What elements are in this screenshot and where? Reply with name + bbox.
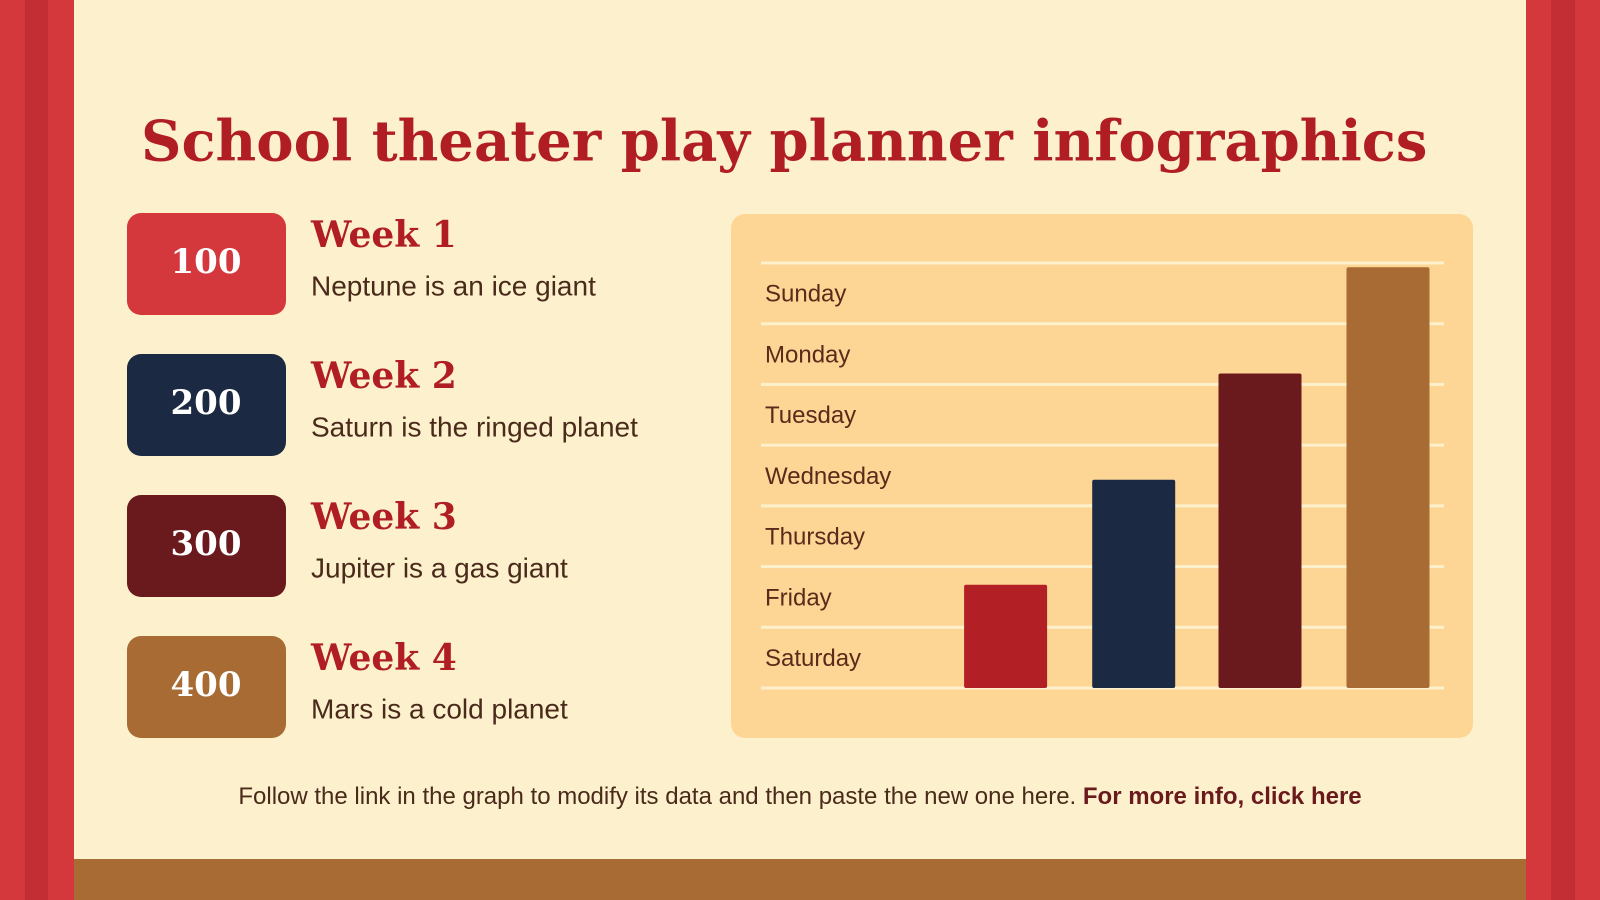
card-badge <box>127 213 286 315</box>
card-text: Jupiter is a gas giant <box>311 552 568 583</box>
y-category-label: Friday <box>765 584 832 611</box>
card-badge <box>127 636 286 738</box>
bar <box>1218 373 1302 688</box>
card-heading: Week 3 <box>310 496 457 538</box>
card-text: Saturn is the ringed planet <box>311 411 638 442</box>
y-category-label: Thursday <box>765 524 865 551</box>
curtain-left-fold <box>25 0 48 900</box>
card-heading: Week 4 <box>310 637 457 679</box>
bar <box>964 584 1048 688</box>
card-number: 100 <box>171 242 242 282</box>
card-number: 200 <box>171 383 242 423</box>
card-text: Neptune is an ice giant <box>311 270 596 301</box>
card-badge <box>127 354 286 456</box>
footer-text: Follow the link in the graph to modify i… <box>238 783 1076 810</box>
y-category-label: Wednesday <box>765 463 891 490</box>
card-text: Mars is a cold planet <box>311 693 568 724</box>
card-badge <box>127 495 286 597</box>
y-category-label: Tuesday <box>765 402 856 429</box>
y-category-label: Sunday <box>765 281 846 308</box>
title: School theater play planner infographics <box>141 109 1427 175</box>
card-heading: Week 1 <box>310 214 457 256</box>
y-category-label: Saturday <box>765 645 861 672</box>
footer: Follow the link in the graph to modify i… <box>238 783 1361 810</box>
card-number: 400 <box>171 665 242 705</box>
card-number: 300 <box>171 524 242 564</box>
stage-floor <box>74 859 1526 900</box>
y-category-label: Monday <box>765 341 850 368</box>
footer-link[interactable]: For more info, click here <box>1083 783 1362 810</box>
bar <box>1346 267 1430 688</box>
bar <box>1092 479 1176 688</box>
card-heading: Week 2 <box>310 355 457 397</box>
curtain-right-fold <box>1551 0 1575 900</box>
